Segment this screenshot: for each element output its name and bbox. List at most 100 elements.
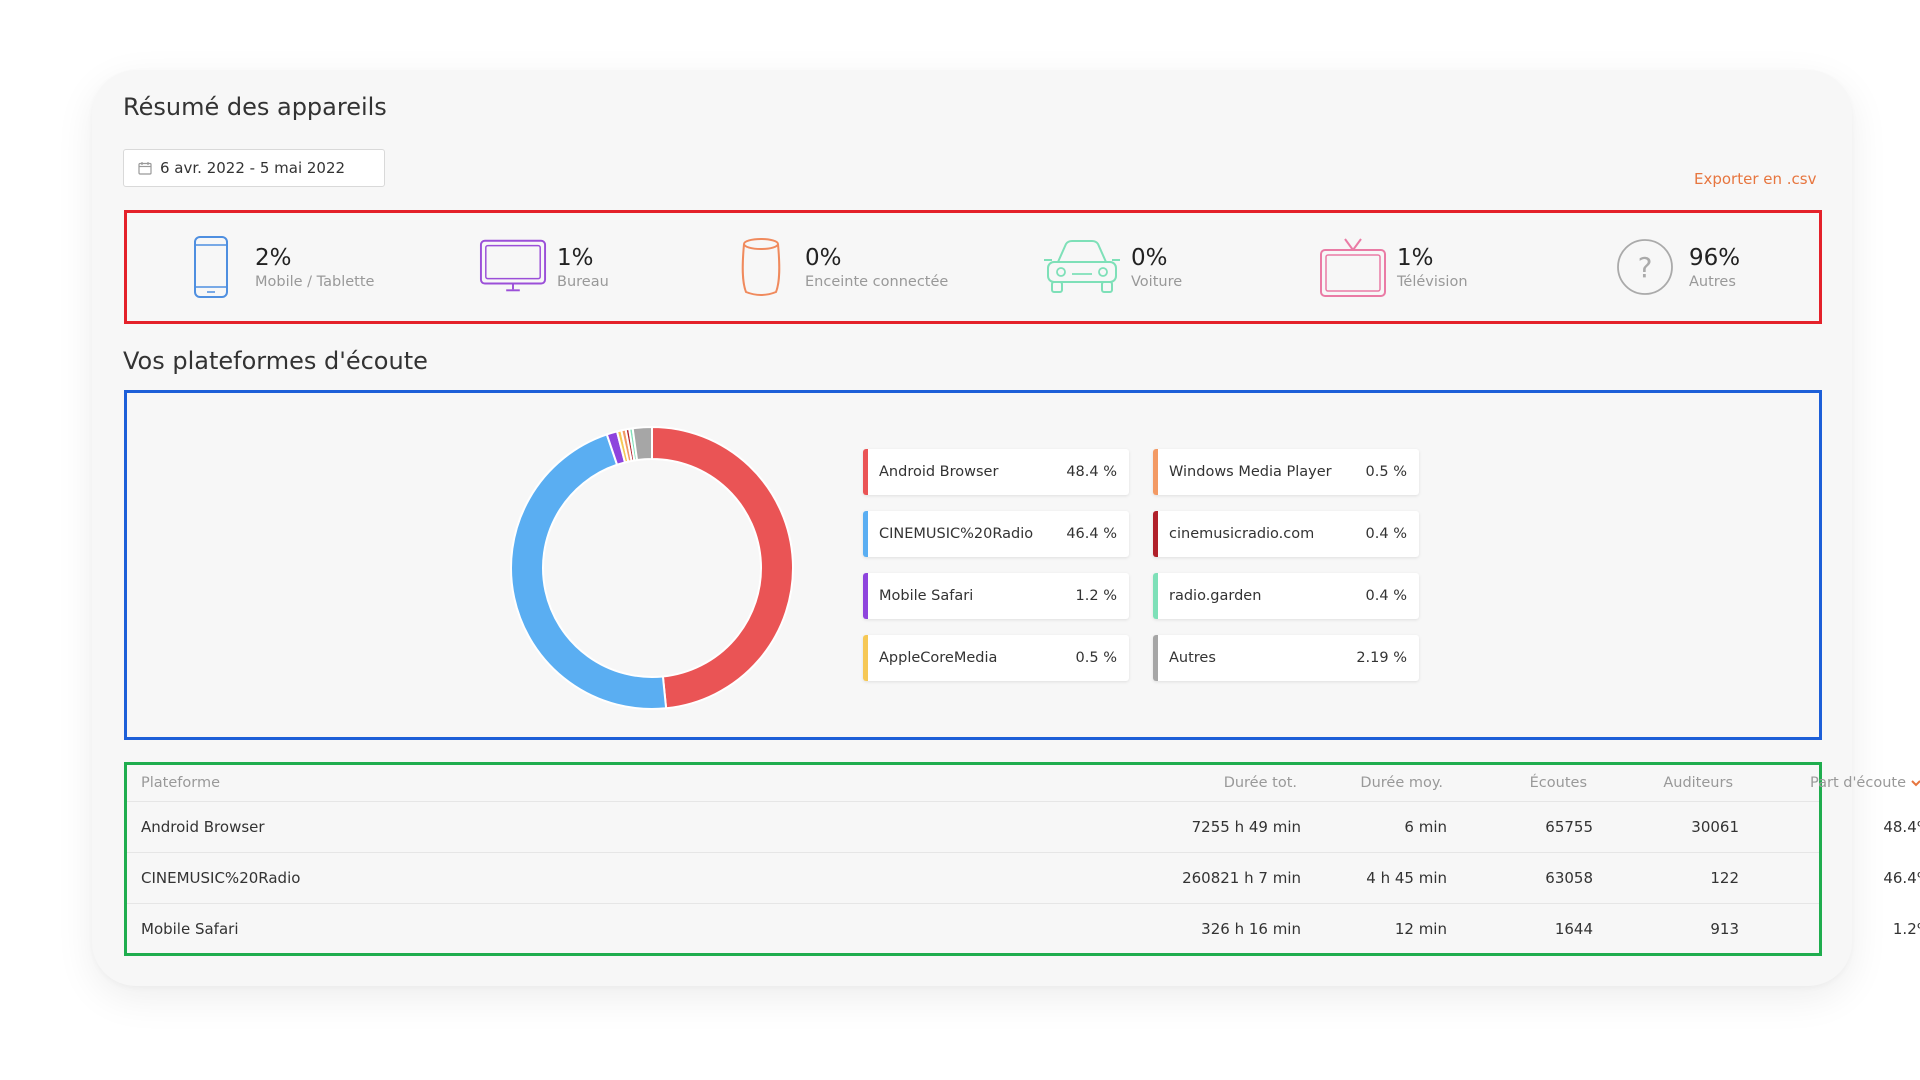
legend-item-autres[interactable]: Autres 2.19 % — [1153, 635, 1419, 681]
cell-avg-duration: 4 h 45 min — [1366, 869, 1447, 887]
table-row[interactable]: Mobile Safari 326 h 16 min 12 min 1644 9… — [127, 904, 1920, 954]
device-label: Enceinte connectée — [805, 274, 949, 290]
export-csv-link[interactable]: Exporter en .csv — [1694, 170, 1817, 188]
cell-total-duration: 7255 h 49 min — [1191, 818, 1301, 836]
question-icon: ? — [1611, 233, 1679, 301]
device-tv: 1% Télévision — [1319, 213, 1468, 321]
cell-listeners: 913 — [1710, 920, 1739, 938]
device-percent: 1% — [557, 245, 594, 271]
legend-color-bar — [1153, 573, 1158, 619]
cell-total-duration: 326 h 16 min — [1201, 920, 1301, 938]
cell-platform: Mobile Safari — [141, 920, 239, 938]
table-divider — [127, 801, 1819, 802]
cell-listeners: 30061 — [1691, 818, 1739, 836]
device-label: Télévision — [1397, 274, 1468, 290]
legend-item-radio-garden[interactable]: radio.garden 0.4 % — [1153, 573, 1419, 619]
platforms-table: Plateforme Durée tot. Durée moy. Écoutes… — [124, 762, 1920, 956]
legend-item-android-browser[interactable]: Android Browser 48.4 % — [863, 449, 1129, 495]
device-other: ? 96% Autres — [1611, 213, 1740, 321]
table-row[interactable]: CINEMUSIC%20Radio 260821 h 7 min 4 h 45 … — [127, 853, 1920, 903]
device-percent: 0% — [1131, 245, 1168, 271]
donut-slice-autres[interactable] — [631, 425, 653, 462]
legend-color-bar — [863, 449, 868, 495]
donut-slice-android-browser[interactable] — [651, 425, 794, 710]
table-row[interactable]: Android Browser 7255 h 49 min 6 min 6575… — [127, 802, 1920, 852]
date-range-picker[interactable]: 6 avr. 2022 - 5 mai 2022 — [123, 149, 385, 187]
date-range-text: 6 avr. 2022 - 5 mai 2022 — [160, 159, 346, 177]
table-header-row: Plateforme Durée tot. Durée moy. Écoutes… — [127, 765, 1920, 801]
device-label: Voiture — [1131, 274, 1183, 290]
device-label: Autres — [1689, 274, 1736, 290]
calendar-icon — [138, 162, 152, 175]
legend-name: Autres — [1169, 650, 1216, 666]
legend-color-bar — [863, 511, 868, 557]
cell-share: 1.2% — [1892, 920, 1920, 938]
cell-share: 46.4% — [1883, 869, 1920, 887]
legend-name: radio.garden — [1169, 588, 1262, 604]
header-total-duration[interactable]: Durée tot. — [1223, 775, 1297, 791]
tv-icon — [1319, 233, 1387, 301]
devices-title: Résumé des appareils — [123, 93, 387, 121]
header-listens[interactable]: Écoutes — [1529, 775, 1587, 791]
cell-listeners: 122 — [1710, 869, 1739, 887]
donut-slice-cinemusic-20radio[interactable] — [510, 433, 668, 710]
platforms-panel: Android Browser 48.4 % CINEMUSIC%20Radio… — [124, 390, 1822, 740]
mobile-icon — [177, 233, 245, 301]
header-listening-share[interactable]: Part d'écoute — [1733, 765, 1920, 801]
platforms-donut-chart — [510, 425, 794, 710]
device-smart-speaker: 0% Enceinte connectée — [727, 213, 948, 321]
legend-value: 0.5 % — [1365, 464, 1407, 480]
desktop-icon — [479, 233, 547, 301]
legend-value: 2.19 % — [1356, 650, 1407, 666]
device-summary-panel: 2% Mobile / Tablette 1% Bureau 0% — [124, 210, 1822, 324]
legend-name: AppleCoreMedia — [879, 650, 998, 666]
device-car: 0% Voiture — [1043, 213, 1182, 321]
legend-color-bar — [1153, 511, 1158, 557]
device-mobile: 2% Mobile / Tablette — [177, 213, 374, 321]
cell-avg-duration: 12 min — [1394, 920, 1447, 938]
device-label: Bureau — [557, 274, 609, 290]
device-percent: 1% — [1397, 245, 1434, 271]
legend-item-windows-media-player[interactable]: Windows Media Player 0.5 % — [1153, 449, 1419, 495]
chevron-down-icon — [1911, 780, 1920, 787]
legend-color-bar — [863, 635, 868, 681]
legend-item-mobile-safari[interactable]: Mobile Safari 1.2 % — [863, 573, 1129, 619]
header-avg-duration[interactable]: Durée moy. — [1360, 775, 1443, 791]
cell-listens: 1644 — [1554, 920, 1593, 938]
legend-color-bar — [1153, 449, 1158, 495]
legend-name: Windows Media Player — [1169, 464, 1332, 480]
legend-item-applecoremedia[interactable]: AppleCoreMedia 0.5 % — [863, 635, 1129, 681]
legend-value: 0.5 % — [1075, 650, 1117, 666]
legend-item-cinemusicradio-com[interactable]: cinemusicradio.com 0.4 % — [1153, 511, 1419, 557]
header-platform[interactable]: Plateforme — [141, 775, 220, 791]
cell-share: 48.4% — [1883, 818, 1920, 836]
smart-speaker-icon — [727, 233, 795, 301]
legend-name: cinemusicradio.com — [1169, 526, 1315, 542]
legend-name: Android Browser — [879, 464, 999, 480]
legend-value: 0.4 % — [1365, 526, 1407, 542]
legend-name: Mobile Safari — [879, 588, 974, 604]
header-listeners[interactable]: Auditeurs — [1663, 775, 1733, 791]
legend-value: 1.2 % — [1075, 588, 1117, 604]
svg-text:?: ? — [1638, 251, 1653, 284]
header-listening-share-label: Part d'écoute — [1810, 775, 1906, 791]
legend-item-cinemusic-radio[interactable]: CINEMUSIC%20Radio 46.4 % — [863, 511, 1129, 557]
cell-avg-duration: 6 min — [1404, 818, 1447, 836]
platforms-title: Vos plateformes d'écoute — [123, 347, 428, 375]
cell-listens: 63058 — [1545, 869, 1593, 887]
cell-platform: CINEMUSIC%20Radio — [141, 869, 301, 887]
device-percent: 0% — [805, 245, 842, 271]
device-percent: 96% — [1689, 245, 1741, 271]
legend-name: CINEMUSIC%20Radio — [879, 526, 1034, 542]
legend-value: 46.4 % — [1066, 526, 1117, 542]
device-label: Mobile / Tablette — [255, 274, 375, 290]
legend-value: 48.4 % — [1066, 464, 1117, 480]
legend-color-bar — [863, 573, 868, 619]
table-divider — [127, 852, 1819, 853]
cell-platform: Android Browser — [141, 818, 265, 836]
table-divider — [127, 903, 1819, 904]
device-desktop: 1% Bureau — [479, 213, 609, 321]
legend-color-bar — [1153, 635, 1158, 681]
car-icon — [1043, 233, 1121, 301]
legend-value: 0.4 % — [1365, 588, 1407, 604]
